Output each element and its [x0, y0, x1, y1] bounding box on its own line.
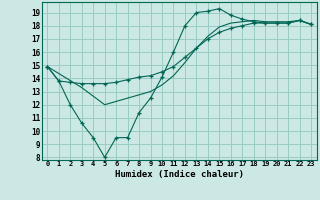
- X-axis label: Humidex (Indice chaleur): Humidex (Indice chaleur): [115, 170, 244, 179]
